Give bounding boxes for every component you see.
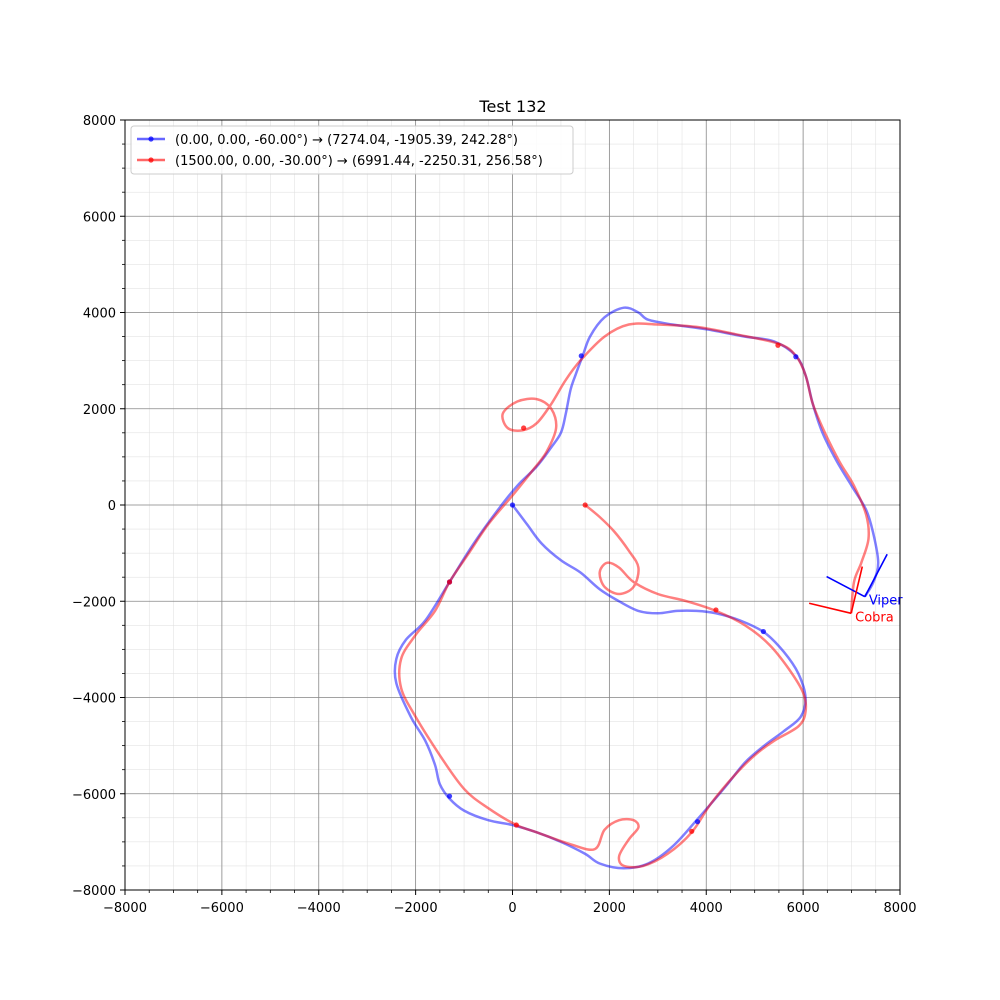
legend: (0.00, 0.00, -60.00°) → (7274.04, -1905.… <box>130 125 574 175</box>
y-tick-label: 6000 <box>83 210 116 225</box>
series-marker-blue <box>760 628 767 635</box>
series-layer <box>393 306 880 870</box>
series-marker-blue <box>793 354 799 360</box>
end-marker-label: Cobra <box>855 610 894 625</box>
series-marker-red <box>446 579 453 585</box>
series-marker-red <box>775 342 781 348</box>
legend-marker <box>148 157 154 163</box>
heading-line <box>826 575 866 598</box>
x-tick-label: −6000 <box>200 901 244 916</box>
x-tick-label: 2000 <box>593 901 626 916</box>
legend-entry-label: (0.00, 0.00, -60.00°) → (7274.04, -1905.… <box>175 133 518 148</box>
y-tick-label: 0 <box>108 499 116 514</box>
series-marker-red <box>521 425 527 431</box>
series-marker-blue <box>694 819 701 825</box>
x-tick-label: 8000 <box>883 901 916 916</box>
y-tick-label: −2000 <box>72 595 116 610</box>
heading-line <box>850 566 864 614</box>
y-tick-label: 8000 <box>83 114 116 129</box>
y-tick-label: −6000 <box>72 788 116 803</box>
major-grid <box>124 119 901 891</box>
heading-line <box>864 553 888 598</box>
legend-box <box>130 125 574 175</box>
x-tick-label: −8000 <box>103 901 147 916</box>
series-marker-blue <box>446 793 453 799</box>
x-tick-label: −2000 <box>394 901 438 916</box>
y-tick-label: −8000 <box>72 884 116 899</box>
series-marker-blue <box>578 353 584 359</box>
series-marker-red <box>689 828 695 834</box>
y-tick-label: −4000 <box>72 692 116 707</box>
series-marker-red <box>713 607 719 613</box>
y-tick-label: 2000 <box>83 403 116 418</box>
axis-ticks: −8000 −6000 −4000 −2000 0 2000 4000 6000 8000 −80… <box>72 114 917 916</box>
legend-entry-label: (1500.00, 0.00, -30.00°) → (6991.44, -22… <box>175 154 543 169</box>
series-marker-red <box>513 822 519 828</box>
end-marker-label: Viper <box>869 594 903 609</box>
x-tick-label: −4000 <box>297 901 341 916</box>
legend-marker <box>148 136 154 142</box>
heading-line <box>808 602 852 615</box>
series-marker-blue <box>509 502 516 508</box>
series-marker-red <box>582 502 588 508</box>
x-tick-label: 6000 <box>787 901 820 916</box>
x-tick-label: 4000 <box>690 901 723 916</box>
series-line-red <box>398 322 871 869</box>
y-tick-label: 4000 <box>83 307 116 322</box>
x-tick-label: 0 <box>508 901 516 916</box>
chart-title: Test 132 <box>478 97 546 116</box>
